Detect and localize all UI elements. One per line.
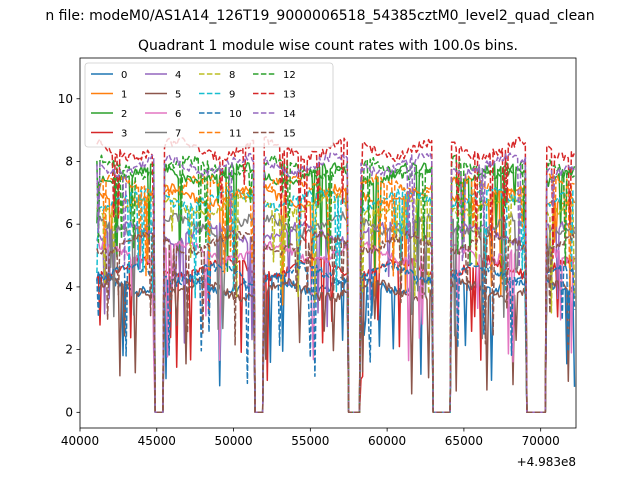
legend-label-4: 4 — [175, 70, 181, 81]
x-tick-label: 60000 — [368, 434, 406, 448]
series-line-10 — [96, 261, 576, 414]
series-line-8 — [96, 192, 576, 414]
series-line-13 — [96, 136, 576, 414]
axes-layer: 40000 45000 50000 55000 60000 65000 70000 0 2 4 6 8… — [58, 57, 577, 448]
legend-label-11: 11 — [229, 129, 242, 140]
legend-label-0: 0 — [121, 70, 127, 81]
legend-label-8: 8 — [229, 70, 235, 81]
legend-label-12: 12 — [283, 70, 296, 81]
x-tick-label: 50000 — [214, 434, 252, 448]
series-line-2 — [96, 162, 576, 414]
legend-label-13: 13 — [283, 90, 296, 101]
y-tick-label: 8 — [65, 154, 73, 168]
legend-label-2: 2 — [121, 109, 127, 120]
y-tick-label: 2 — [65, 343, 73, 357]
plot-frame — [79, 57, 577, 429]
legend-label-3: 3 — [121, 129, 127, 140]
chart-title: Quadrant 1 module wise count rates with … — [138, 38, 518, 54]
legend-label-1: 1 — [121, 90, 127, 101]
legend-label-15: 15 — [283, 129, 296, 140]
series-line-15 — [96, 229, 576, 414]
x-tick-label: 65000 — [445, 434, 483, 448]
x-axis-offset-label: +4.983e8 — [517, 455, 576, 469]
x-tick-label: 45000 — [138, 434, 176, 448]
legend-label-6: 6 — [175, 109, 181, 120]
y-tick-label: 10 — [58, 92, 73, 106]
legend-box — [84, 62, 334, 148]
legend-label-5: 5 — [175, 90, 181, 101]
legend-label-7: 7 — [175, 129, 181, 140]
legend-label-14: 14 — [283, 109, 296, 120]
series-line-12 — [96, 154, 575, 414]
x-tick-label: 40000 — [61, 434, 99, 448]
series-line-9 — [96, 185, 575, 414]
y-tick-label: 6 — [65, 217, 73, 231]
legend-label-10: 10 — [229, 109, 242, 120]
series-line-14 — [96, 151, 575, 414]
x-tick-label: 70000 — [522, 434, 560, 448]
figure-suptitle: n file: modeM0/AS1A14_126T19_9000006518_… — [45, 8, 594, 24]
series-line-11 — [96, 173, 575, 414]
series-line-5 — [96, 276, 576, 414]
series-layer — [96, 136, 576, 414]
x-tick-label: 55000 — [291, 434, 329, 448]
y-tick-label: 4 — [65, 280, 73, 294]
y-tick-label: 0 — [65, 405, 73, 419]
legend-label-9: 9 — [229, 90, 235, 101]
